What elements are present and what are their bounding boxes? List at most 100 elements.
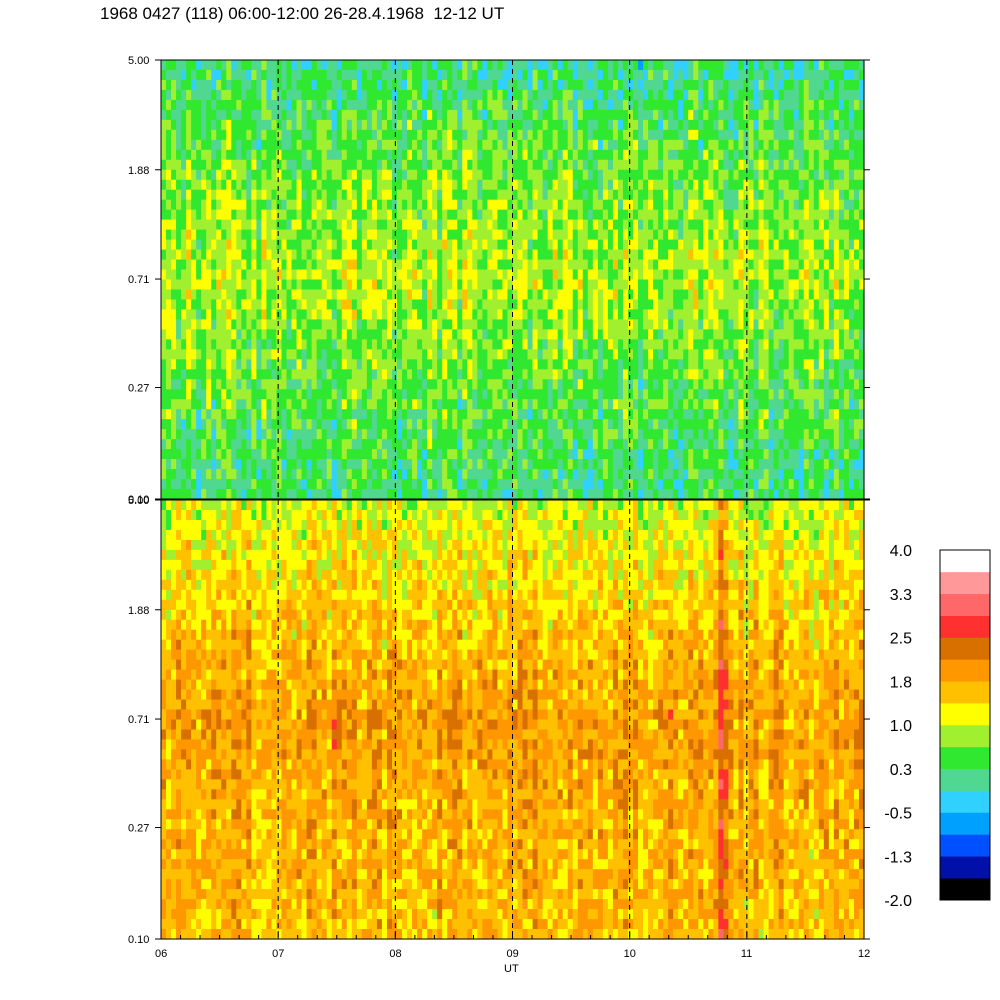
- heatmap-cell: [336, 189, 343, 201]
- heatmap-cell: [316, 149, 323, 161]
- heatmap-cell: [246, 349, 252, 360]
- heatmap-cell: [422, 269, 428, 281]
- heatmap-cell: [532, 219, 539, 231]
- heatmap-cell: [512, 179, 519, 191]
- heatmap-cell: [612, 69, 619, 81]
- heatmap-cell: [336, 339, 343, 350]
- heatmap-cell: [602, 189, 609, 201]
- heatmap-cell: [467, 89, 473, 101]
- heatmap-cell: [497, 489, 504, 500]
- heatmap-cell: [658, 319, 664, 330]
- heatmap-cell: [638, 429, 644, 440]
- heatmap-cell: [331, 149, 338, 161]
- heatmap-cell: [638, 199, 644, 211]
- heatmap-cell: [176, 289, 182, 301]
- heatmap-cell: [497, 359, 504, 370]
- heatmap-cell: [562, 239, 569, 251]
- heatmap-cell: [266, 119, 273, 131]
- heatmap-cell: [216, 169, 222, 181]
- heatmap-cell: [492, 449, 499, 460]
- heatmap-cell: [266, 249, 273, 261]
- heatmap-cell: [381, 119, 388, 131]
- heatmap-cell: [617, 109, 624, 121]
- heatmap-cell: [361, 279, 368, 291]
- heatmap-cell: [683, 249, 689, 261]
- heatmap-cell: [607, 339, 614, 350]
- heatmap-cell: [713, 479, 719, 490]
- heatmap-cell: [703, 79, 709, 91]
- heatmap-cell: [241, 399, 247, 410]
- heatmap-cell: [216, 139, 222, 151]
- heatmap-cell: [211, 109, 217, 121]
- heatmap-cell: [728, 219, 735, 231]
- heatmap-cell: [366, 149, 373, 161]
- heatmap-cell: [643, 119, 649, 131]
- heatmap-cell: [452, 389, 458, 400]
- heatmap-cell: [537, 279, 544, 291]
- heatmap-cell: [507, 399, 514, 410]
- heatmap-cell: [713, 489, 719, 500]
- heatmap-cell: [693, 429, 699, 440]
- heatmap-cell: [246, 149, 252, 161]
- heatmap-cell: [231, 299, 237, 311]
- heatmap-cell: [708, 99, 714, 111]
- heatmap-cell: [301, 89, 308, 101]
- heatmap-cell: [402, 149, 408, 161]
- heatmap-cell: [186, 399, 192, 410]
- heatmap-cell: [246, 379, 252, 390]
- heatmap-cell: [683, 279, 689, 291]
- heatmap-cell: [397, 259, 403, 271]
- heatmap-cell: [567, 419, 574, 430]
- heatmap-cell: [457, 479, 463, 490]
- heatmap-cell: [703, 489, 709, 500]
- heatmap-cell: [376, 199, 383, 211]
- heatmap-cell: [502, 129, 509, 141]
- heatmap-cell: [221, 469, 227, 480]
- heatmap-cell: [633, 279, 639, 291]
- heatmap-cell: [326, 299, 333, 311]
- heatmap-cell: [562, 219, 569, 231]
- heatmap-cell: [713, 60, 719, 71]
- heatmap-cell: [537, 259, 544, 271]
- heatmap-cell: [462, 479, 468, 490]
- heatmap-cell: [517, 99, 524, 111]
- heatmap-cell: [331, 249, 338, 261]
- heatmap-cell: [226, 289, 232, 301]
- heatmap-cell: [286, 69, 293, 81]
- heatmap-cell: [371, 339, 378, 350]
- heatmap-cell: [181, 429, 187, 440]
- heatmap-cell: [161, 249, 167, 261]
- heatmap-cell: [231, 369, 237, 380]
- heatmap-cell: [231, 449, 237, 460]
- heatmap-cell: [688, 69, 694, 81]
- heatmap-cell: [331, 349, 338, 360]
- heatmap-cell: [271, 269, 278, 281]
- heatmap-cell: [673, 349, 679, 360]
- heatmap-cell: [643, 289, 649, 301]
- heatmap-cell: [447, 189, 453, 201]
- heatmap-cell: [381, 159, 388, 171]
- heatmap-cell: [562, 279, 569, 291]
- heatmap-cell: [572, 459, 579, 470]
- heatmap-cell: [597, 189, 604, 201]
- heatmap-cell: [422, 89, 428, 101]
- heatmap-cell: [186, 289, 192, 301]
- heatmap-cell: [467, 299, 473, 311]
- heatmap-cell: [517, 369, 524, 380]
- heatmap-cell: [622, 189, 629, 201]
- heatmap-cell: [356, 209, 363, 221]
- heatmap-cell: [296, 259, 303, 271]
- heatmap-cell: [507, 359, 514, 370]
- heatmap-cell: [301, 349, 308, 360]
- heatmap-cell: [216, 339, 222, 350]
- heatmap-cell: [201, 129, 207, 141]
- heatmap-cell: [301, 129, 308, 141]
- heatmap-cell: [376, 179, 383, 191]
- heatmap-cell: [176, 469, 182, 480]
- heatmap-cell: [296, 349, 303, 360]
- heatmap-cell: [517, 169, 524, 181]
- heatmap-cell: [547, 279, 554, 291]
- heatmap-cell: [462, 219, 468, 231]
- heatmap-cell: [713, 449, 719, 460]
- heatmap-cell: [668, 119, 674, 131]
